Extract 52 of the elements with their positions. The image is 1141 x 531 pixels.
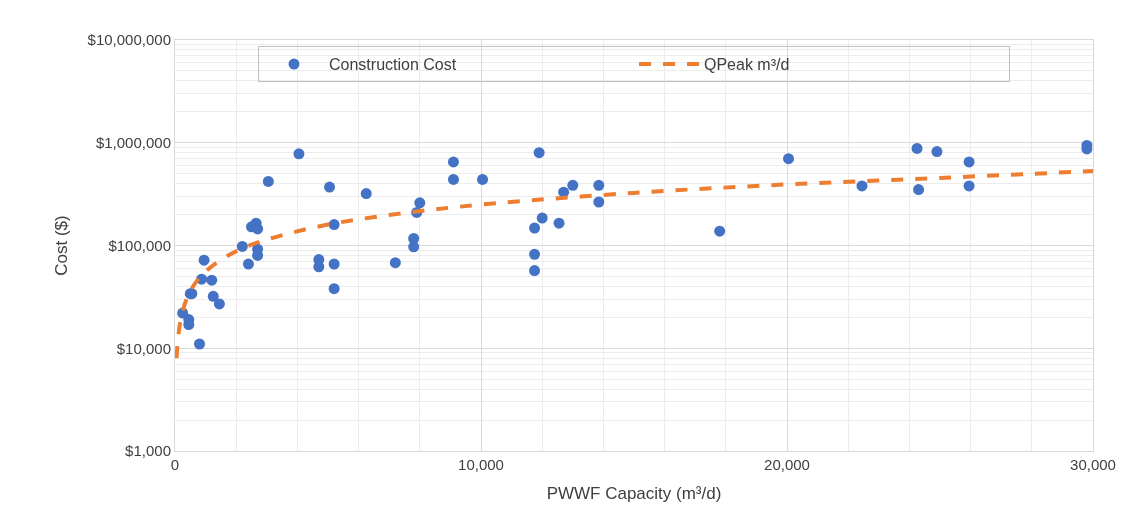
point (593, 196, 605, 208)
y-tick-label: $10,000,000 (87, 31, 171, 49)
point (567, 179, 579, 191)
point (408, 241, 420, 253)
x-tick-label: 0 (170, 456, 180, 473)
x-tick-label: 30,000 (1070, 456, 1116, 473)
point (414, 197, 426, 209)
point (252, 223, 264, 235)
point (529, 222, 541, 234)
point (856, 180, 868, 192)
y-tick-label: $10,000 (116, 339, 171, 357)
point (911, 142, 923, 154)
point (553, 217, 565, 229)
point (389, 257, 401, 269)
point (324, 181, 336, 193)
point (360, 188, 372, 200)
point (477, 173, 489, 185)
point (328, 283, 340, 295)
point (193, 338, 205, 350)
point (593, 179, 605, 191)
point (293, 148, 305, 160)
point (529, 248, 541, 260)
point (533, 147, 545, 159)
y-tick-label: $1,000,000 (95, 134, 171, 151)
point (963, 180, 975, 192)
point (714, 225, 726, 237)
point (206, 274, 218, 286)
y-tick-label: $1,000 (125, 442, 171, 460)
line-series (175, 169, 1093, 361)
x-tick-label: 20,000 (764, 456, 810, 473)
legend-label: QPeak m³/d (704, 56, 790, 74)
point (242, 258, 254, 270)
legend-label: Construction Cost (329, 56, 457, 74)
point (328, 219, 340, 231)
point (262, 175, 274, 187)
point (529, 265, 541, 277)
point (447, 173, 459, 185)
point (198, 254, 210, 266)
y-tick-label: $100,000 (108, 236, 171, 254)
x-tick-label: 10,000 (458, 456, 504, 473)
point (328, 258, 340, 270)
point (963, 156, 975, 168)
point (213, 298, 225, 310)
point (236, 240, 248, 252)
x-axis-title: PWWF Capacity (m³/d) (546, 484, 722, 504)
point (447, 156, 459, 168)
point (931, 146, 943, 158)
point (913, 184, 925, 196)
point (536, 212, 548, 224)
point (207, 290, 219, 302)
y-axis-title: Cost ($) (52, 215, 72, 276)
point (783, 153, 795, 165)
